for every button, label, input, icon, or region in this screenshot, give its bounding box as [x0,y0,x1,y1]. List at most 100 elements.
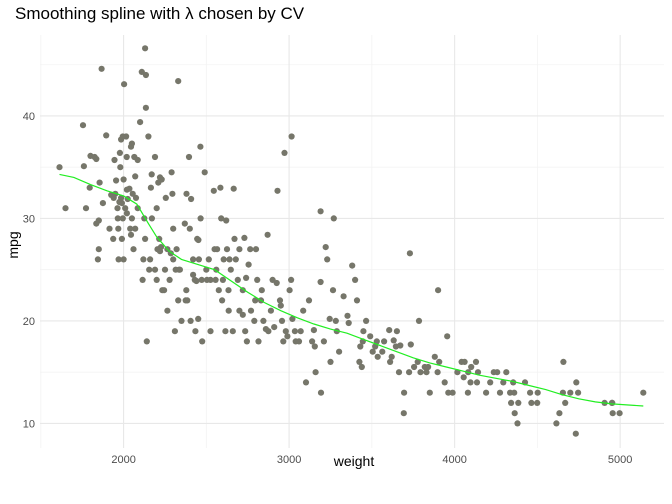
data-point [146,266,153,273]
data-point [82,205,90,212]
data-point [114,215,121,222]
data-point [317,389,325,396]
data-point [158,176,165,183]
data-point [431,353,438,360]
data-point [123,153,130,161]
data-point [157,244,165,251]
data-point [276,297,284,304]
data-point [254,276,261,283]
data-point [397,342,404,349]
data-point [123,133,130,140]
data-point [280,338,287,345]
y-tick-label: 40 [23,111,35,123]
data-point [245,261,252,268]
data-point [349,262,356,269]
data-point [99,200,106,207]
data-point [190,271,197,278]
data-point [352,276,359,283]
data-point [153,205,160,212]
data-point [56,164,63,171]
data-point [360,328,367,335]
data-point [207,328,214,335]
data-point [483,389,490,396]
data-point [232,256,239,263]
data-point [414,358,421,365]
data-point [95,217,102,224]
data-point [320,338,327,345]
data-point [567,389,574,396]
data-point [117,164,124,171]
data-point [214,246,221,253]
data-point [317,208,324,215]
data-point [357,343,364,350]
data-point [277,302,284,309]
data-point [140,256,147,263]
data-point [113,177,120,184]
data-point [265,328,272,335]
data-point [534,399,541,406]
data-point [103,132,110,139]
data-point [95,246,102,253]
data-point [496,389,504,396]
data-point [295,338,303,345]
data-point [247,246,254,253]
data-point [166,276,173,283]
data-point [223,246,231,253]
data-point [147,184,154,191]
data-point [511,410,518,417]
data-point [137,119,144,126]
data-point [267,307,274,314]
data-point [373,338,380,345]
data-point [178,317,185,324]
data-point [464,389,471,396]
data-point [441,379,448,386]
data-point [219,297,226,304]
data-point [114,205,121,212]
data-point [467,379,474,386]
data-point [252,297,259,304]
data-point [120,256,127,263]
data-point [388,353,395,360]
data-point [161,287,168,294]
data-point [219,276,226,283]
data-point [573,379,580,386]
data-point [119,215,126,222]
data-point [118,235,125,242]
data-point [461,358,468,365]
data-point [175,297,182,304]
data-point [80,163,87,170]
data-point [273,279,280,287]
data-point [474,369,482,376]
data-point [449,389,456,396]
data-point [175,78,182,85]
data-point [423,369,430,376]
data-point [229,328,236,335]
data-point [132,194,140,201]
data-point [151,266,159,273]
data-point [386,327,393,334]
data-point [387,358,394,365]
data-point [336,348,343,355]
data-point [186,225,193,232]
data-point [395,369,403,376]
data-point [468,363,475,371]
data-point [162,194,169,201]
data-point [143,338,150,345]
data-point [511,389,518,396]
y-tick-label: 10 [23,418,35,430]
data-point [311,343,318,350]
data-point [426,389,433,396]
data-point [190,256,197,263]
data-point [139,276,146,283]
data-point [575,389,582,396]
data-point [330,215,337,222]
data-point [640,389,647,396]
data-point [170,225,177,232]
data-point [434,369,441,376]
data-point [62,205,69,212]
smoothing-spline-line [59,173,644,407]
data-point [217,184,224,191]
data-point [225,287,232,294]
data-point [411,363,418,371]
data-point [460,374,467,381]
